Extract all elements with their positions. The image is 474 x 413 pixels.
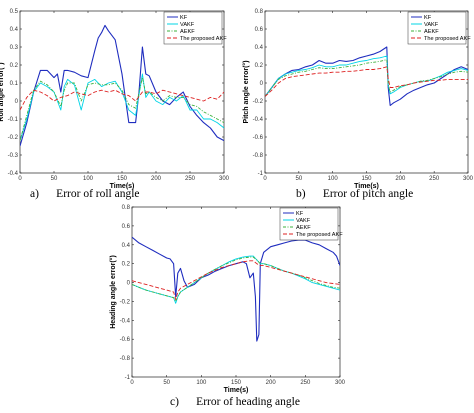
- x-tick-label: 300: [219, 176, 230, 182]
- y-axis-label: Roll angle error(°): [0, 62, 5, 121]
- x-tick-label: 250: [185, 176, 196, 182]
- y-tick-label: 0.1: [10, 81, 19, 87]
- panel-caption: a) Error of roll angle: [30, 188, 140, 200]
- y-tick-label: 0.8: [255, 9, 264, 15]
- x-axis-label: Time(s): [224, 387, 249, 394]
- x-tick-label: 0: [263, 176, 267, 182]
- x-tick-label: 0: [130, 380, 134, 386]
- x-tick-label: 50: [51, 176, 58, 182]
- legend-label: The proposed AKF: [180, 36, 227, 42]
- y-tick-label: 0.4: [255, 45, 264, 51]
- panel-caption: b) Error of pitch angle: [296, 188, 413, 200]
- series-line-aekf: [265, 59, 468, 97]
- x-tick-label: 50: [163, 380, 170, 386]
- x-tick-label: 300: [463, 176, 474, 182]
- series-line-kf: [265, 46, 468, 107]
- x-tick-label: 300: [335, 380, 346, 386]
- legend-label: The proposed AKF: [424, 36, 471, 42]
- y-tick-label: 0.4: [10, 27, 19, 33]
- y-tick-label: 0.8: [122, 205, 131, 211]
- y-axis-label: Heading angle error(°): [109, 255, 117, 329]
- y-tick-label: -0.6: [120, 337, 131, 343]
- x-tick-label: 200: [151, 176, 162, 182]
- y-tick-label: -0.8: [120, 356, 131, 362]
- y-tick-label: -0.3: [8, 153, 19, 159]
- y-tick-label: -0.4: [8, 171, 19, 177]
- legend-label: AEKF: [296, 225, 311, 231]
- x-tick-label: 100: [328, 176, 339, 182]
- series-line-kf: [20, 24, 224, 147]
- y-tick-label: -1: [125, 375, 131, 381]
- y-tick-label: -1: [258, 171, 264, 177]
- x-tick-label: 250: [300, 380, 311, 386]
- y-tick-label: 0.6: [255, 27, 264, 33]
- legend-label: VAKF: [424, 22, 439, 28]
- y-tick-label: -0.6: [253, 135, 264, 141]
- legend-label: KF: [296, 211, 304, 217]
- y-tick-label: -0.8: [253, 153, 264, 159]
- legend-label: The proposed AKF: [296, 232, 343, 238]
- x-axis-label: Time(s): [110, 183, 135, 190]
- x-axis-label: Time(s): [354, 183, 379, 190]
- x-tick-label: 0: [18, 176, 22, 182]
- x-tick-label: 150: [361, 176, 372, 182]
- x-tick-label: 100: [196, 380, 207, 386]
- y-tick-label: -0.4: [120, 318, 131, 324]
- x-tick-label: 200: [266, 380, 277, 386]
- legend-label: VAKF: [296, 218, 311, 224]
- y-tick-label: -0.1: [8, 117, 19, 123]
- legend-label: VAKF: [180, 22, 195, 28]
- y-tick-label: 0.2: [10, 63, 19, 69]
- y-tick-label: 0: [260, 81, 264, 87]
- chart-panel-3: 0 50 100 150 200 250 300 -1 -0.8 -0.6 -0.4 -0.2 0 0.2…: [109, 205, 346, 408]
- y-tick-label: 0: [15, 99, 19, 105]
- legend-label: KF: [180, 15, 188, 21]
- chart-panel-2: 0 50 100 150 200 250 300 -1 -0.8 -0.6 -0.4 -0.2 0 0.2…: [242, 9, 474, 200]
- series-line-vakf: [265, 55, 468, 97]
- y-tick-label: -0.2: [253, 99, 264, 105]
- y-tick-label: 0.5: [10, 9, 19, 15]
- x-tick-label: 50: [295, 176, 302, 182]
- y-tick-label: 0.2: [122, 262, 131, 268]
- series-line-the-proposed-akf: [20, 89, 224, 111]
- x-tick-label: 100: [83, 176, 94, 182]
- x-tick-label: 150: [231, 380, 242, 386]
- y-tick-label: -0.4: [253, 117, 264, 123]
- x-tick-label: 250: [429, 176, 440, 182]
- panel-caption: c) Error of heading angle: [170, 396, 300, 408]
- series-line-the-proposed-akf: [132, 260, 340, 301]
- series-line-vakf: [132, 255, 340, 304]
- legend-label: AEKF: [180, 29, 195, 35]
- y-tick-label: 0.2: [255, 63, 264, 69]
- y-tick-label: 0: [127, 281, 131, 287]
- legend-label: AEKF: [424, 29, 439, 35]
- legend-label: KF: [424, 15, 432, 21]
- y-tick-label: 0.3: [10, 45, 19, 51]
- series-group: [265, 46, 468, 107]
- series-line-aekf: [20, 77, 224, 141]
- chart-panel-1: 0 50 100 150 200 250 300 -0.4 -0.3 -0.2 -0.1 0 0.1 0.…: [0, 9, 230, 200]
- y-tick-label: -0.2: [8, 135, 19, 141]
- y-axis-label: Pitch angle error(°): [242, 60, 250, 123]
- series-group: [20, 24, 224, 147]
- y-tick-label: 0.4: [122, 243, 131, 249]
- y-tick-label: -0.2: [120, 299, 131, 305]
- x-tick-label: 200: [395, 176, 406, 182]
- series-line-the-proposed-akf: [265, 66, 468, 97]
- y-tick-label: 0.6: [122, 224, 131, 230]
- x-tick-label: 150: [117, 176, 128, 182]
